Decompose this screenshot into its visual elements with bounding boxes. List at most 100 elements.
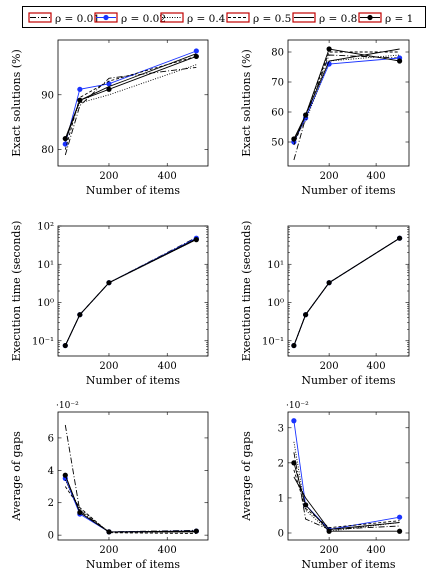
series-line [64, 239, 197, 346]
series-line [64, 53, 197, 142]
data-point [193, 48, 199, 54]
y-multiplier: ·10⁻² [286, 401, 309, 411]
series-line [293, 420, 400, 530]
y-tick-label: 0 [48, 531, 54, 542]
series-line [293, 441, 400, 532]
series-line [64, 486, 197, 534]
y-tick-label: 80 [271, 48, 284, 59]
plot-frame [57, 39, 209, 167]
y-axis-title: Execution time (seconds) [240, 221, 253, 362]
x-axis-title: Number of items [86, 558, 181, 571]
legend-swatch-marker [367, 14, 373, 21]
y-axis-title: Average of gaps [240, 431, 253, 522]
x-axis-title: Number of items [301, 374, 396, 387]
y-tick-label: 6 [48, 433, 54, 444]
x-axis-title: Number of items [301, 184, 396, 197]
x-tick-label: 400 [367, 545, 386, 556]
y-tick-label: 4 [48, 466, 54, 477]
data-point [397, 58, 403, 64]
data-point [397, 528, 403, 534]
series-line [293, 237, 400, 346]
data-point [106, 81, 112, 87]
x-tick-label: 400 [158, 361, 177, 372]
data-point [62, 472, 68, 478]
plot-frame [57, 225, 209, 357]
series-line [64, 475, 197, 533]
y-tick-label: 3 [278, 423, 284, 434]
y-tick-label: 70 [271, 78, 284, 89]
data-point [106, 86, 112, 92]
plot-frame [287, 411, 410, 541]
legend-swatch-box [94, 12, 118, 23]
data-point [106, 529, 112, 535]
y-tick-label: 0 [278, 528, 284, 539]
legend-swatch-box [28, 12, 52, 23]
data-point [326, 280, 332, 286]
y-multiplier: ·10⁻² [56, 401, 79, 411]
series-line [293, 469, 400, 529]
chart-panel: 200 400 0 1 2 3 ·10⁻² Number of items Average of… [240, 401, 410, 571]
y-axis-title: Execution time (seconds) [10, 221, 23, 362]
series-line [293, 57, 400, 143]
data-point [193, 237, 199, 243]
data-point [77, 97, 83, 103]
x-axis-title: Number of items [86, 184, 181, 197]
data-point [326, 528, 332, 534]
data-point [397, 514, 403, 520]
chart-panel: 200 400 10⁻¹ 10⁰ 10¹ 10² Number of items Execut… [10, 221, 209, 387]
data-point [77, 509, 83, 516]
x-axis-title: Number of items [86, 374, 181, 387]
y-tick-label: 2 [278, 458, 284, 469]
y-axis-title: Average of gaps [10, 431, 23, 522]
y-tick-label: 10⁻¹ [32, 336, 54, 347]
x-tick-label: 200 [320, 171, 339, 182]
chart-panel: 200 400 50 60 70 80 Number of items Exact solut… [240, 39, 410, 197]
series-line [293, 237, 400, 346]
data-point [62, 342, 68, 349]
y-tick-label: 10¹ [37, 260, 54, 271]
chart-panel: 200 400 10⁻¹ 10⁰ 10¹ Number of items Execution… [240, 221, 410, 387]
legend-label: ρ = 0.02 [121, 13, 166, 25]
y-tick-label: 10¹ [267, 260, 284, 271]
data-point [62, 136, 68, 142]
series-line [293, 51, 400, 146]
series-line [293, 54, 400, 161]
y-tick-label: 50 [271, 138, 284, 149]
y-tick-label: 2 [48, 498, 54, 509]
series-line [293, 237, 400, 346]
data-point [291, 342, 297, 349]
y-tick-label: 80 [41, 145, 54, 156]
x-axis-title: Number of items [301, 558, 396, 571]
data-point [291, 418, 297, 424]
legend-label: ρ = 1 [385, 13, 413, 25]
series-line [64, 66, 197, 156]
data-point [303, 112, 309, 118]
series-line [64, 237, 197, 346]
legend-label: ρ = 0.8 [319, 13, 357, 25]
data-point [291, 460, 297, 466]
legend-entries: ρ = 0.01 ρ = 0.02 ρ = 0.4 ρ = 0.5 ρ = 0.8 ρ =… [28, 12, 413, 25]
series-line [64, 475, 197, 533]
x-tick-label: 400 [367, 361, 386, 372]
data-point [62, 141, 68, 147]
x-tick-label: 200 [99, 545, 118, 556]
series-line [293, 48, 400, 140]
plot-frame [57, 411, 209, 541]
series-line [293, 237, 400, 346]
y-axis-title: Exact solutions (%) [240, 49, 253, 157]
x-tick-label: 400 [367, 171, 386, 182]
legend-swatch-box [358, 12, 382, 23]
y-tick-label: 10⁰ [37, 298, 54, 309]
data-point [106, 280, 112, 286]
x-tick-label: 200 [99, 361, 118, 372]
legend-swatch-box [226, 12, 250, 23]
data-point [326, 46, 332, 52]
series-line [64, 238, 197, 346]
data-point [291, 136, 297, 142]
y-tick-label: 10² [37, 222, 54, 233]
y-tick-label: 10⁰ [267, 298, 284, 309]
y-tick-label: 1 [278, 493, 284, 504]
data-point [77, 312, 83, 318]
legend-swatch-box [160, 12, 184, 23]
x-tick-label: 200 [320, 361, 339, 372]
